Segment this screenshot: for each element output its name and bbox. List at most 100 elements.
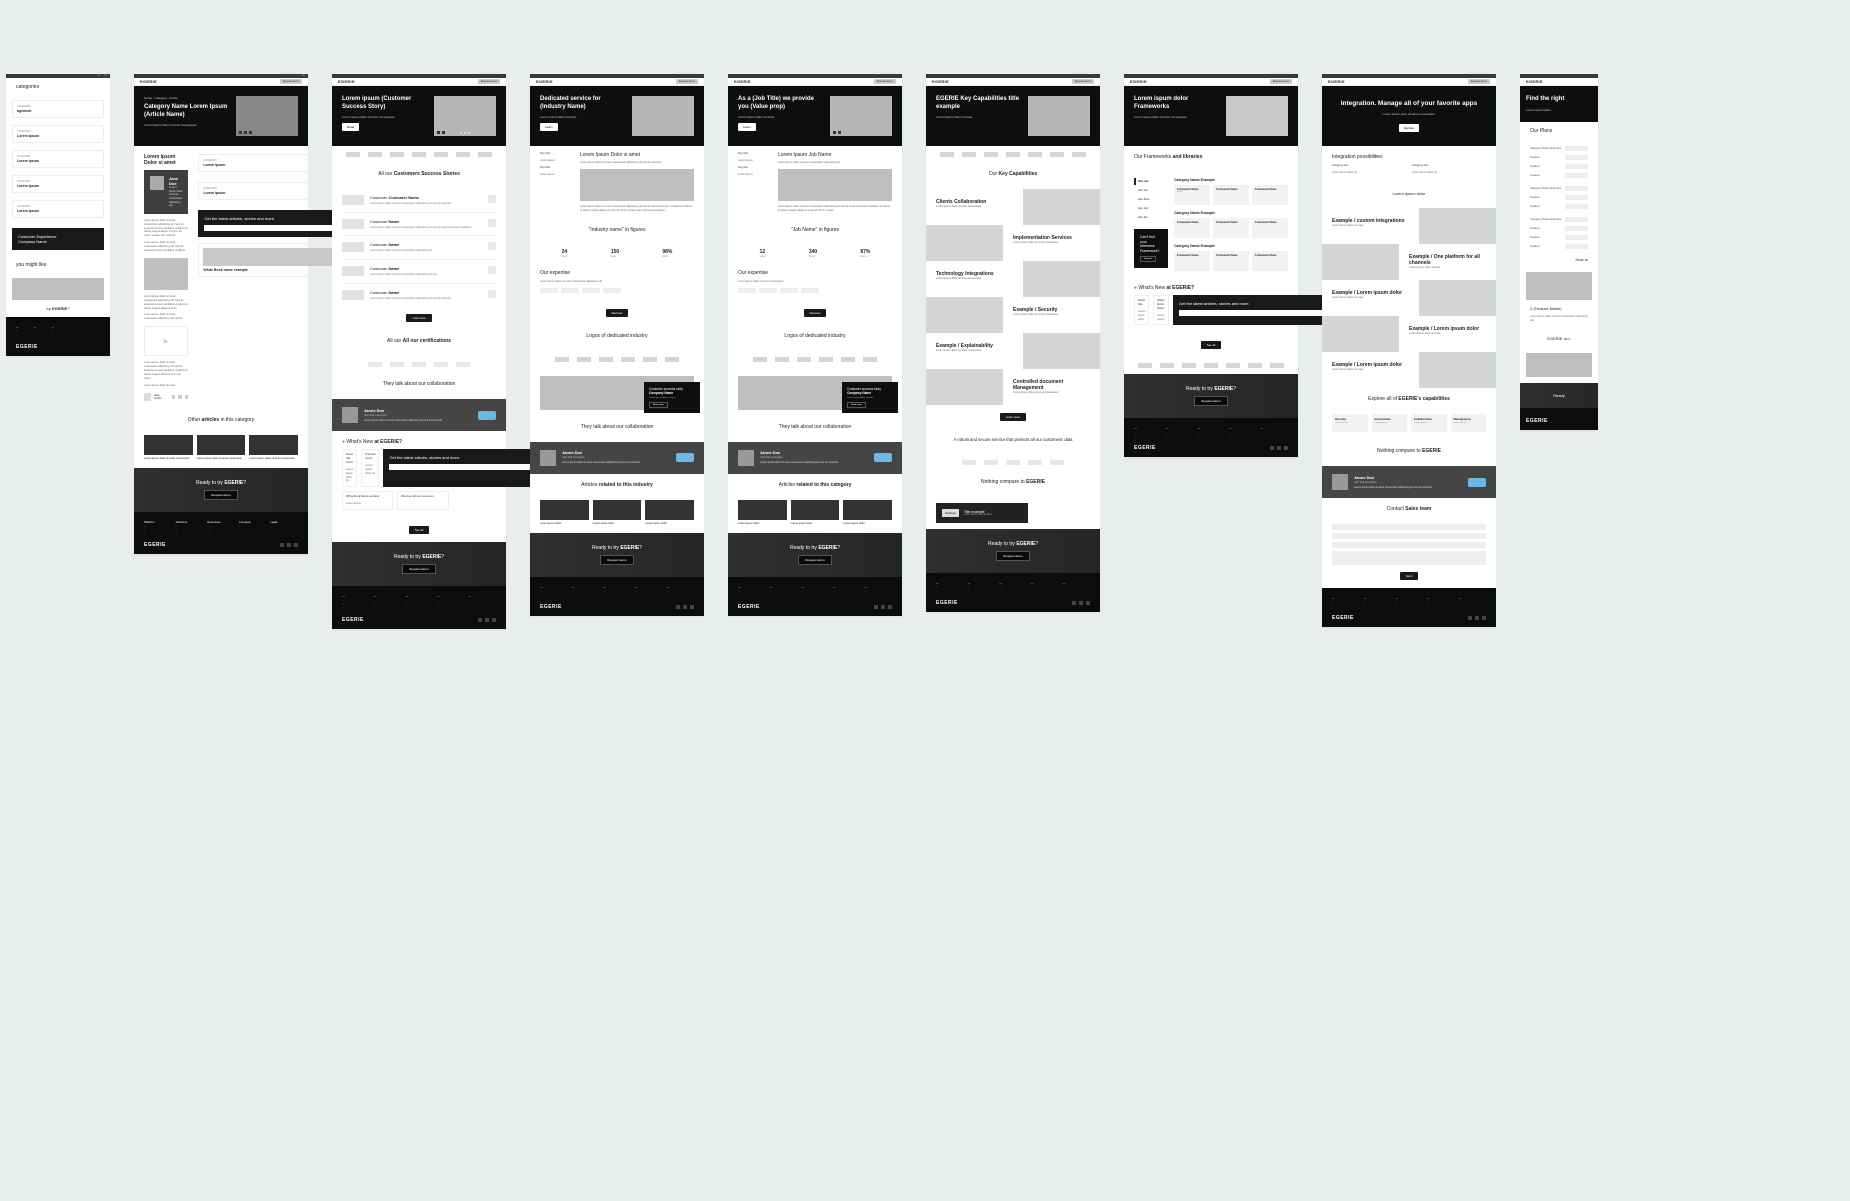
capabilities-cta[interactable]: Learn more	[1000, 413, 1026, 421]
category-item[interactable]: CategoryLorem ipsum	[12, 150, 104, 168]
article-h: Lorem Ipsum Dolor si amet	[144, 154, 188, 166]
capability-grid: SecurityLorem ipsum GovernanceLorem ipsu…	[1322, 414, 1496, 440]
framework-card[interactable]: Framework Name	[1252, 218, 1288, 238]
category-item[interactable]: Categoryagement	[12, 100, 104, 118]
social-icon[interactable]	[287, 543, 291, 547]
article-card[interactable]: Lorem ipsum dolor	[843, 500, 892, 525]
whats-new: ● What's New at EGERIE? Event title lore…	[332, 431, 506, 518]
wireframe-canvas: ENFR categories Categoryagement Category…	[0, 0, 1850, 1201]
frame-capabilities: EGERIERequest demo EGERIE Key Capabiliti…	[926, 74, 1100, 612]
nav-cta[interactable]: Request demo	[280, 79, 302, 84]
hero-cta[interactable]: Learn	[540, 123, 558, 131]
customer-item[interactable]: Customer NameLorem ipsum dolor sit amet …	[332, 213, 506, 236]
framework-browser: Item one Item two Item three Item four I…	[1124, 172, 1298, 277]
share-icon[interactable]	[185, 395, 188, 399]
success-story-card[interactable]: Customer success storyCompany NameLorem …	[842, 382, 898, 413]
social-icon[interactable]	[294, 543, 298, 547]
nav-links[interactable]: ···	[163, 80, 174, 83]
thumbnail[interactable]	[12, 278, 104, 300]
share-icon[interactable]	[178, 395, 181, 399]
frame-frameworks: EGERIERequest demo Lorem ispum dolor Fra…	[1124, 74, 1298, 457]
article-card[interactable]: Lorem ipsum dolor sit amet consectetur	[197, 435, 246, 460]
cta-button[interactable]: Request demo	[204, 490, 238, 500]
page-title: categories	[6, 78, 110, 100]
framework-tabs: Item one Item two Item three Item four I…	[1134, 178, 1168, 271]
hero-cta[interactable]: Learn	[738, 123, 756, 131]
capability-card[interactable]: SecurityLorem ipsum	[1332, 414, 1368, 432]
footer: ——— ——— ——— EGERIE	[6, 317, 110, 356]
category-item[interactable]: CategoryLorem ipsum	[12, 125, 104, 143]
author-avatar-small	[144, 393, 151, 401]
article-image	[144, 258, 188, 290]
article-card[interactable]: Lorem ipsum dolor	[645, 500, 694, 525]
framework-card[interactable]: Framework Name	[1213, 218, 1249, 238]
framework-card[interactable]: Framework Name	[1252, 185, 1288, 205]
pricing-row: Category Name Example	[1520, 144, 1598, 153]
cloud-icon	[478, 411, 496, 420]
avatar	[150, 176, 164, 190]
footer-cols: Platform——— Solutions——— Resources——— Co…	[144, 520, 298, 537]
embed-placeholder: ▶	[144, 326, 188, 356]
figures-row: 24lorem150lorem98%lorem	[530, 245, 704, 262]
customer-item[interactable]: Customer Customer NameLorem ipsum dolor …	[332, 189, 506, 212]
see-all-button[interactable]: See all	[1201, 341, 1222, 349]
framework-card[interactable]: Framework Name	[1252, 251, 1288, 271]
frame-article: EN EGERIE ··· Request demo Home › Catego…	[134, 74, 308, 554]
capability-card[interactable]: GovernanceLorem ipsum	[1372, 414, 1408, 432]
article-card[interactable]: Lorem ipsum dolor	[540, 500, 589, 525]
tab[interactable]: Item four	[1134, 205, 1168, 212]
article-card[interactable]: Lorem ipsum dolor sit amet consectetur	[144, 435, 193, 460]
framework-card[interactable]: Framework NameLorem	[1174, 185, 1210, 205]
breadcrumb[interactable]: Home › Category › Article	[144, 96, 228, 100]
hero-cta[interactable]: Read	[342, 123, 359, 131]
form-field[interactable]	[1332, 542, 1486, 548]
submit-button[interactable]: Send	[1400, 572, 1419, 580]
article-card[interactable]: Lorem ipsum dolor sit amet consectetur	[249, 435, 298, 460]
expertise-cta[interactable]: Discover	[804, 309, 827, 317]
article-card[interactable]: Lorem ipsum dolor	[738, 500, 787, 525]
frame-customer-stories: EGERIERequest demo Lorem ipsum (Customer…	[332, 74, 506, 629]
capability-card[interactable]: CollaborationLorem ipsum	[1411, 414, 1447, 432]
gartner-card[interactable]: GartnerTitle exampleLorem ipsum dolor si…	[936, 503, 1028, 523]
customer-item[interactable]: Customer NameLorem ipsum dolor sit amet …	[332, 236, 506, 259]
hero: Home › Category › Article Category Name …	[134, 86, 308, 146]
tab[interactable]: Item five	[1134, 214, 1168, 221]
article-card[interactable]: Lorem ipsum dolor	[593, 500, 642, 525]
tab[interactable]: Item two	[1134, 187, 1168, 194]
logo[interactable]: EGERIE	[140, 79, 157, 84]
customer-experience-card[interactable]: Customer ExperienceCompany Name	[12, 228, 104, 250]
customer-item[interactable]: Customer NameLorem ipsum dolor sit amet …	[332, 284, 506, 307]
category-item[interactable]: CategoryLorem ipsum	[12, 175, 104, 193]
content-image	[580, 169, 694, 201]
capability-card[interactable]: ManagementLorem ipsum	[1451, 414, 1487, 432]
share-icon[interactable]	[172, 395, 175, 399]
request-framework-card[interactable]: Can't find your reference Framework? Req…	[1134, 229, 1168, 268]
cap-row: Clients CollaborationLorem ipsum dolor s…	[926, 189, 1100, 225]
frame-pricing-partial: EGERIE Find the rightLorem ipsum dolor. …	[1520, 74, 1598, 430]
cta-button[interactable]: Request demo	[1194, 396, 1228, 406]
cta-button[interactable]: Request demo	[996, 551, 1030, 561]
form-field[interactable]	[1332, 524, 1486, 530]
expertise-cta[interactable]: Discover	[606, 309, 629, 317]
customer-item[interactable]: Customer NameLorem ipsum dolor sit amet …	[332, 260, 506, 283]
success-story-card[interactable]: Customer success storyCompany Name Lorem…	[644, 382, 700, 413]
tab[interactable]: Item three	[1134, 196, 1168, 203]
framework-card[interactable]: Framework Name	[1213, 251, 1249, 271]
social-icon[interactable]	[280, 543, 284, 547]
see-all-button[interactable]: See all	[409, 526, 430, 534]
cta-button[interactable]: Request demo	[798, 555, 832, 565]
form-field[interactable]	[1332, 533, 1486, 539]
cta-button[interactable]: Request demo	[402, 564, 436, 574]
framework-card[interactable]: Framework Name	[1174, 218, 1210, 238]
tab[interactable]: Item one	[1134, 178, 1168, 185]
category-item[interactable]: CategoryLorem ipsum	[12, 200, 104, 218]
load-more-button[interactable]: Load more	[406, 314, 431, 322]
cta-button[interactable]: Request demo	[600, 555, 634, 565]
framework-card[interactable]: Framework Name	[1174, 251, 1210, 271]
hero-cta[interactable]: Explore	[1399, 124, 1419, 132]
frame-industry: EGERIERequest demo Dedicated service for…	[530, 74, 704, 616]
form-textarea[interactable]	[1332, 551, 1486, 565]
article-card[interactable]: Lorem ipsum dolor	[791, 500, 840, 525]
contact-form: Send	[1322, 524, 1496, 588]
framework-card[interactable]: Framework Name	[1213, 185, 1249, 205]
